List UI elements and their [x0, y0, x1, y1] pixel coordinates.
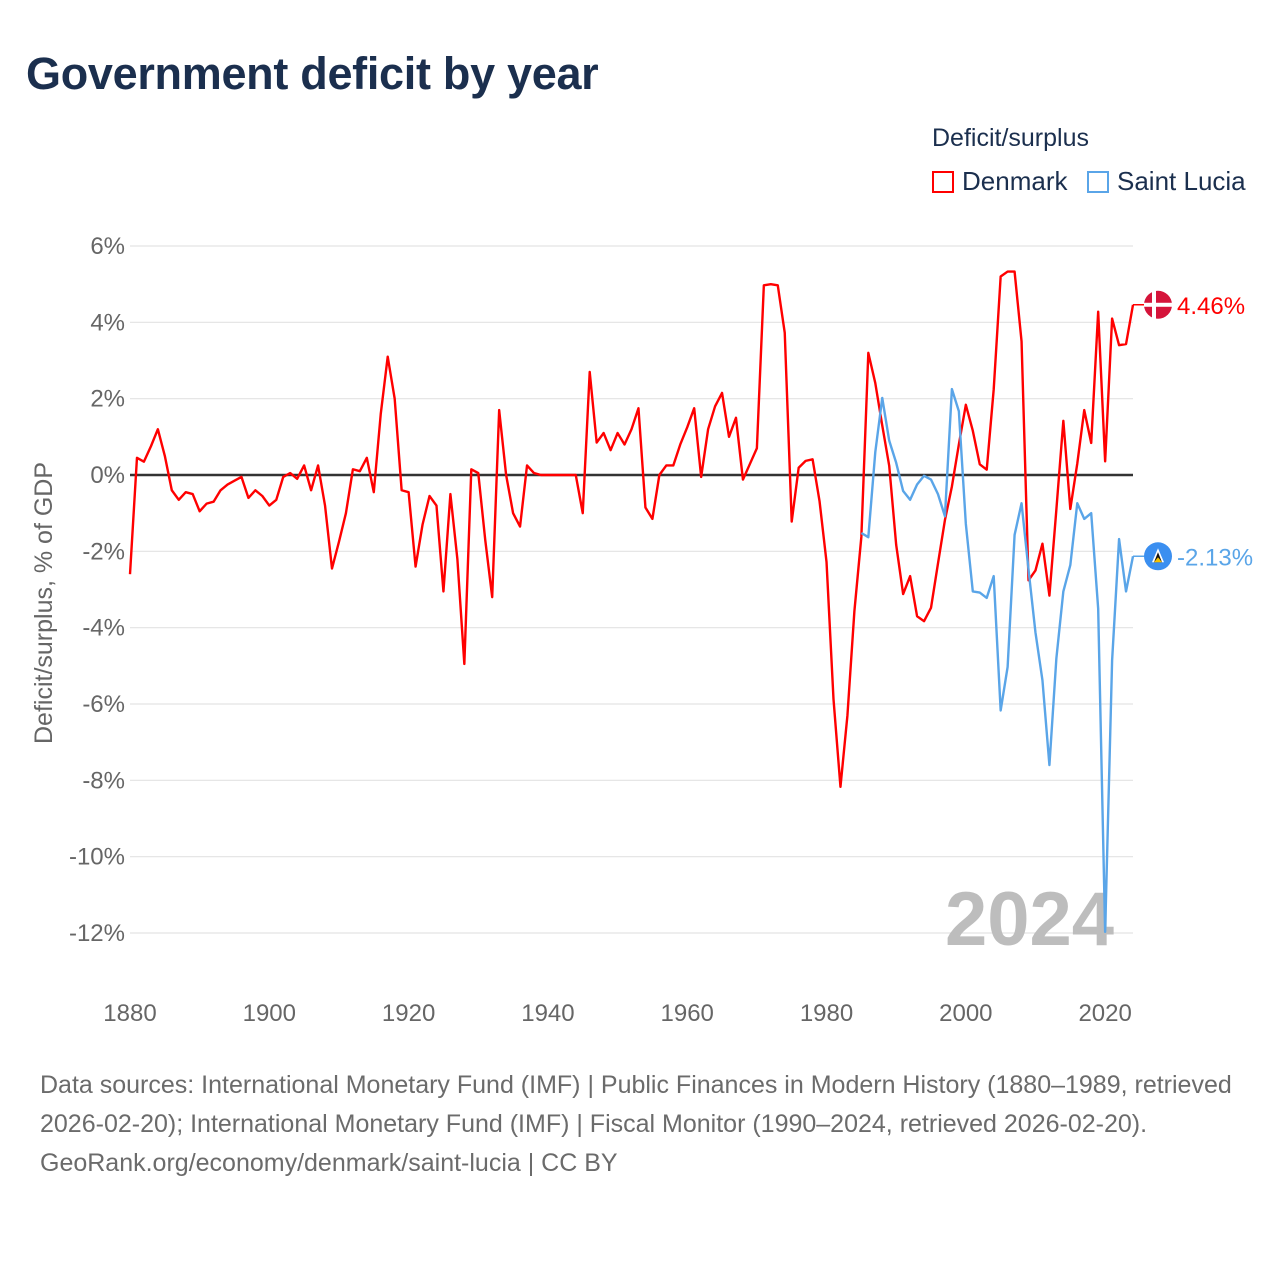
- end-value-label-denmark: 4.46%: [1177, 293, 1245, 320]
- y-axis-ticks: 6% 4% 2% 0% -2% -4% -6% -8% -10% -12%: [69, 233, 125, 947]
- y-tick-label: -8%: [82, 767, 125, 794]
- x-tick-label: 2000: [939, 1000, 992, 1027]
- legend-item-denmark[interactable]: Denmark: [932, 166, 1067, 197]
- y-tick-label: 6%: [90, 233, 125, 260]
- y-tick-label: 0%: [90, 462, 125, 489]
- x-tick-label: 2020: [1078, 1000, 1131, 1027]
- series-line-saint-lucia: [860, 387, 1135, 934]
- credit-link[interactable]: GeoRank.org/economy/denmark/saint-lucia …: [40, 1149, 618, 1177]
- legend-swatch-saint-lucia: [1087, 170, 1109, 193]
- year-watermark: 2024: [945, 877, 1114, 962]
- x-tick-label: 1920: [382, 1000, 435, 1027]
- end-labels: 4.46% -2.13%: [1133, 290, 1253, 571]
- y-tick-label: -12%: [69, 920, 125, 947]
- legend-title: Deficit/surplus: [932, 124, 1089, 152]
- flag-cross-horizontal: [1144, 302, 1172, 307]
- legend-label-saint-lucia: Saint Lucia: [1117, 166, 1246, 196]
- flag-triangle-gold: [1154, 557, 1162, 563]
- y-tick-label: -6%: [82, 691, 125, 718]
- y-tick-label: -4%: [82, 615, 125, 642]
- chart-title: Government deficit by year: [26, 48, 599, 99]
- y-axis-label: Deficit/surplus, % of GDP: [30, 462, 58, 744]
- legend-label-denmark: Denmark: [962, 166, 1068, 196]
- x-axis-ticks: 1880 1900 1920 1940 1960 1980 2000 2020: [103, 1000, 1132, 1027]
- gridlines: [130, 245, 1133, 934]
- x-tick-label: 1960: [661, 1000, 714, 1027]
- y-tick-label: -2%: [82, 538, 125, 565]
- legend-swatch-denmark: [932, 170, 954, 193]
- y-tick-label: 4%: [90, 309, 125, 336]
- footer: Data sources: International Monetary Fun…: [40, 1066, 1240, 1183]
- series-line-denmark: [128, 270, 1135, 789]
- legend-item-saint-lucia[interactable]: Saint Lucia: [1087, 166, 1246, 197]
- data-sources: Data sources: International Monetary Fun…: [40, 1071, 1232, 1138]
- x-tick-label: 1900: [243, 1000, 296, 1027]
- x-tick-label: 1940: [521, 1000, 574, 1027]
- y-tick-label: 2%: [90, 386, 125, 413]
- end-value-label-saint-lucia: -2.13%: [1177, 544, 1253, 571]
- x-tick-label: 1880: [103, 1000, 156, 1027]
- series-lines: [128, 270, 1135, 934]
- y-tick-label: -10%: [69, 844, 125, 871]
- x-tick-label: 1980: [800, 1000, 853, 1027]
